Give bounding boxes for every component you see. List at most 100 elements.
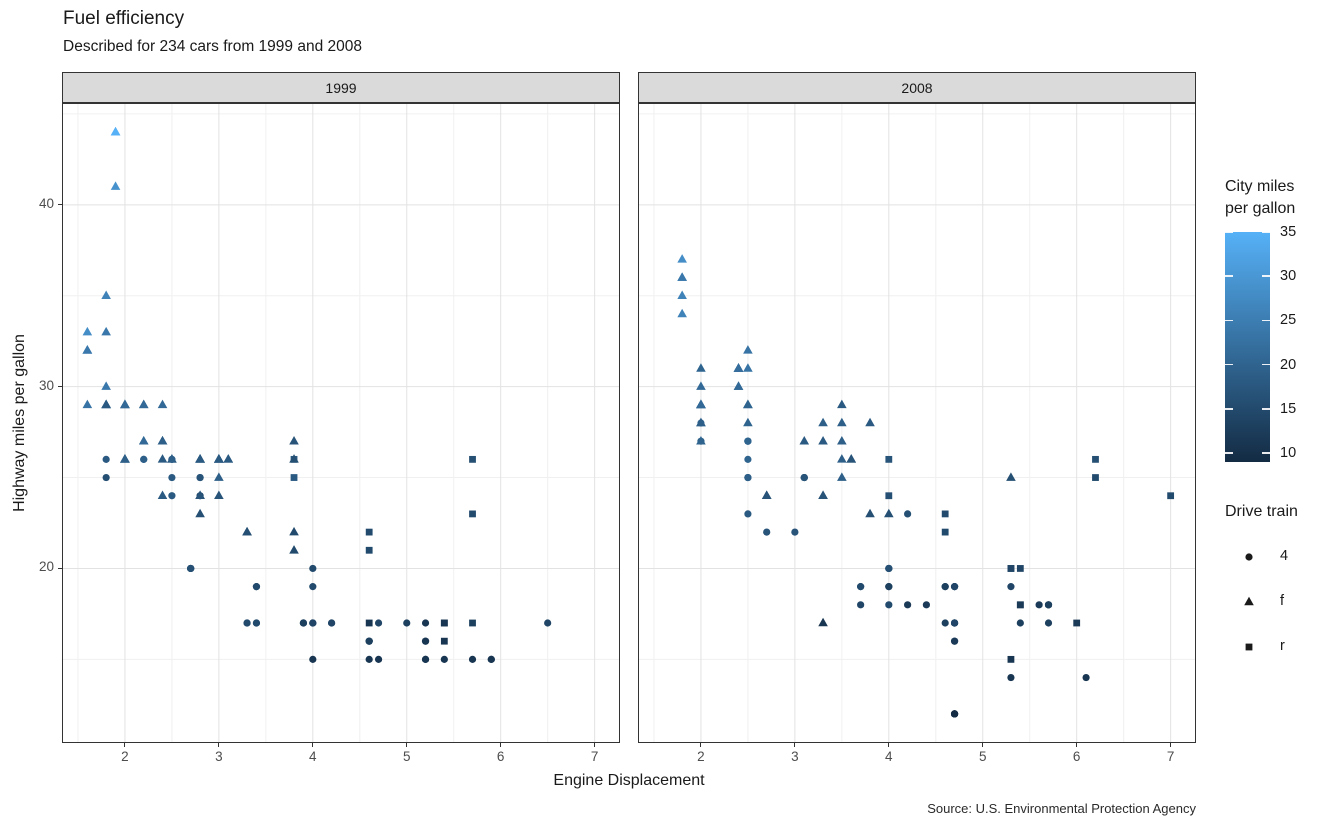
data-point-circle (168, 473, 176, 482)
data-point-circle (365, 655, 373, 663)
colorbar-tick-label: 20 (1280, 356, 1297, 373)
data-point-square (1167, 492, 1175, 500)
data-point-triangle (82, 326, 93, 336)
data-point-circle (744, 473, 752, 482)
data-point-triangle (157, 490, 168, 500)
x-axis-title: Engine Displacement (553, 772, 705, 789)
data-point-triangle (82, 345, 93, 354)
x-tick-mark (1076, 743, 1078, 747)
data-point-square (365, 546, 373, 554)
data-point-circle (1035, 601, 1043, 609)
data-point-triangle (214, 472, 224, 481)
data-point-square (469, 455, 476, 463)
data-point-square (1092, 455, 1099, 463)
data-point-triangle (677, 308, 687, 318)
data-point-triangle (289, 435, 299, 445)
data-point-circle (309, 619, 317, 627)
data-point-circle (950, 637, 959, 645)
data-point-circle (744, 455, 752, 463)
data-point-circle (744, 437, 752, 445)
data-point-triangle (846, 454, 857, 463)
data-point-circle (168, 492, 176, 500)
x-tick-mark (594, 743, 596, 747)
colorbar-tick-mark (1262, 363, 1270, 366)
data-point-circle (252, 619, 261, 627)
data-point-circle (1082, 673, 1090, 682)
data-point-triangle (289, 526, 299, 536)
data-point-circle (309, 564, 317, 573)
data-point-triangle (743, 345, 753, 354)
colorbar-tick-label: 30 (1280, 268, 1297, 285)
data-point-square (365, 619, 373, 627)
data-point-triangle (696, 399, 706, 409)
colorbar-tick-label: 35 (1280, 224, 1297, 240)
colorbar-tick-label: 10 (1280, 445, 1297, 462)
data-point-triangle (696, 417, 706, 427)
data-point-triangle (195, 490, 205, 500)
x-tick-mark (700, 743, 702, 747)
data-point-circle (922, 601, 930, 609)
data-point-square (440, 637, 448, 645)
data-point-circle (744, 510, 752, 518)
data-point-square (469, 510, 476, 518)
data-point-circle (950, 619, 959, 627)
data-point-triangle (110, 181, 121, 190)
colorbar-tick-label: 15 (1280, 400, 1297, 417)
data-point-circle (941, 619, 949, 627)
data-point-triangle (865, 417, 875, 427)
data-point-triangle (101, 399, 111, 409)
x-tick-label: 4 (309, 749, 317, 764)
data-point-triangle (223, 454, 234, 463)
data-point-triangle (799, 435, 810, 445)
y-tick-mark (58, 386, 62, 388)
colorbar-title-line2: per gallon (1225, 200, 1296, 217)
data-point-square (469, 619, 476, 627)
colorbar-tick-mark (1225, 363, 1233, 366)
data-point-triangle (289, 545, 299, 554)
data-point-circle (102, 455, 110, 463)
panel-1999 (62, 103, 620, 743)
data-point-circle (299, 619, 308, 627)
y-axis-title: Highway miles per gallon (11, 334, 28, 512)
colorbar-tick-mark (1225, 275, 1233, 278)
data-point-triangle (195, 508, 205, 518)
data-point-triangle (120, 454, 130, 463)
data-point-triangle (677, 290, 687, 300)
colorbar-tick-mark (1225, 452, 1233, 454)
colorbar-tick-mark (1262, 452, 1270, 454)
colorbar-tick-mark (1262, 408, 1270, 410)
data-point-triangle (157, 435, 168, 445)
data-point-square (1016, 601, 1024, 609)
data-point-triangle (214, 454, 224, 463)
x-tick-label: 4 (885, 749, 893, 764)
data-point-triangle (157, 399, 168, 409)
y-tick-mark (58, 204, 62, 206)
data-point-triangle (110, 126, 121, 136)
x-tick-mark (888, 743, 890, 747)
data-point-triangle (101, 326, 111, 336)
data-point-circle (950, 583, 959, 591)
data-point-triangle (677, 272, 687, 281)
data-point-circle (243, 619, 251, 627)
x-tick-mark (1170, 743, 1172, 747)
data-point-circle (1007, 673, 1015, 682)
y-tick-label: 30 (38, 377, 54, 393)
data-point-triangle (743, 363, 753, 372)
x-tick-label: 2 (121, 749, 129, 764)
colorbar-tick-mark (1262, 319, 1270, 322)
colorbar-tick-mark (1262, 275, 1270, 278)
data-point-circle (763, 528, 771, 536)
data-point-triangle (677, 254, 687, 263)
x-tick-label: 3 (791, 749, 799, 764)
data-point-triangle (120, 399, 130, 409)
square-legend-icon (1240, 638, 1258, 656)
data-point-square (440, 619, 448, 627)
source-caption: Source: U.S. Environmental Protection Ag… (927, 801, 1196, 816)
data-point-circle (196, 473, 204, 482)
data-point-triangle (743, 399, 753, 409)
data-point-circle (421, 619, 430, 627)
data-point-triangle (696, 435, 706, 445)
colorbar-tick-label: 25 (1280, 312, 1297, 329)
x-tick-mark (982, 743, 984, 747)
data-point-square (365, 528, 373, 536)
